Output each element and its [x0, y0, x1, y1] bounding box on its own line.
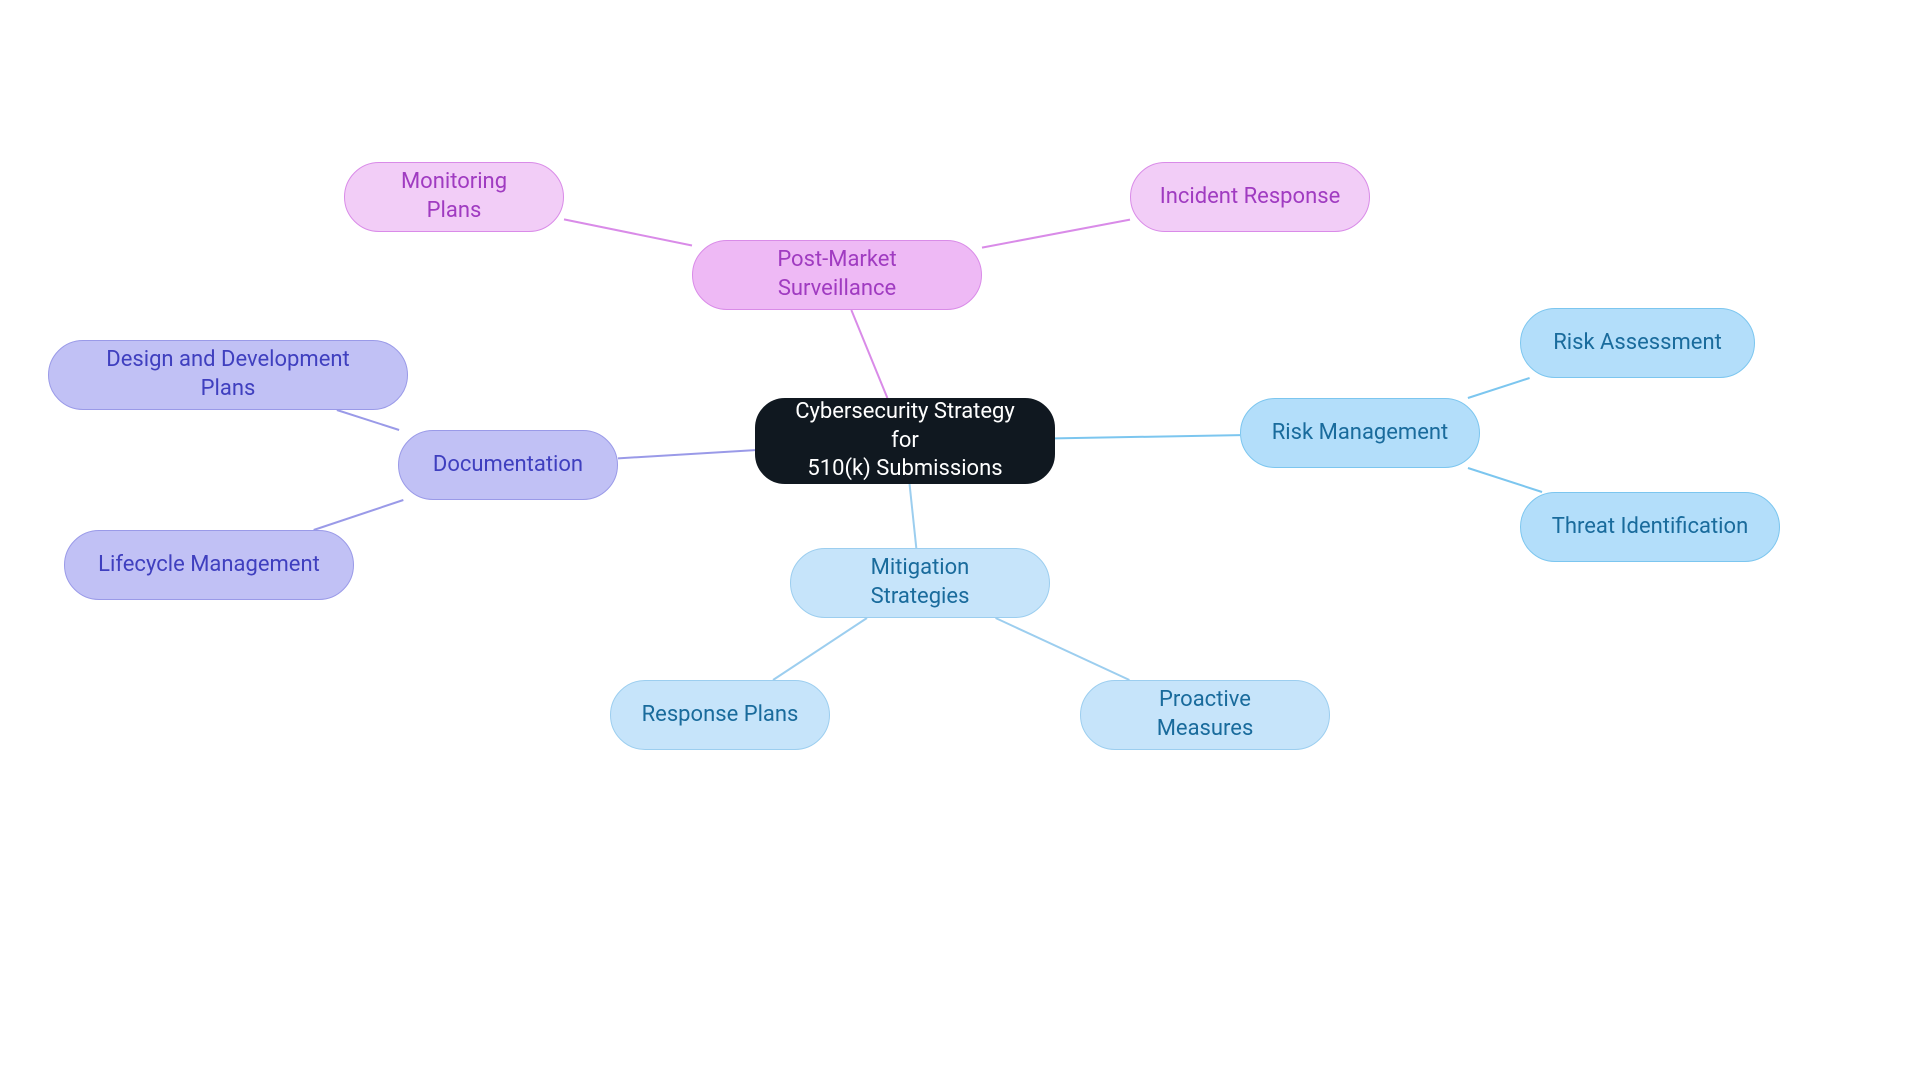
edge	[1468, 378, 1530, 398]
node-riskassess: Risk Assessment	[1520, 308, 1755, 378]
edge	[564, 219, 692, 245]
node-response: Response Plans	[610, 680, 830, 750]
node-label: Incident Response	[1160, 183, 1341, 212]
node-label: Risk Assessment	[1553, 329, 1722, 358]
node-center: Cybersecurity Strategy for510(k) Submiss…	[755, 398, 1055, 484]
node-postmarket: Post-Market Surveillance	[692, 240, 982, 310]
node-label: Cybersecurity Strategy for510(k) Submiss…	[784, 398, 1026, 484]
node-label: Mitigation Strategies	[819, 554, 1021, 611]
edge	[618, 450, 755, 458]
node-mitigation: Mitigation Strategies	[790, 548, 1050, 618]
edge	[1055, 435, 1240, 438]
edge	[1468, 468, 1542, 492]
node-lifecycle: Lifecycle Management	[64, 530, 354, 600]
node-label: Documentation	[433, 451, 583, 480]
node-label: Monitoring Plans	[373, 168, 535, 225]
node-label: Proactive Measures	[1109, 686, 1301, 743]
node-proactive: Proactive Measures	[1080, 680, 1330, 750]
node-documentation: Documentation	[398, 430, 618, 500]
node-label: Risk Management	[1272, 419, 1448, 448]
node-label: Post-Market Surveillance	[721, 246, 953, 303]
node-threat: Threat Identification	[1520, 492, 1780, 562]
node-design: Design and Development Plans	[48, 340, 408, 410]
edge	[851, 310, 887, 398]
edge	[337, 410, 399, 430]
node-monitoring: Monitoring Plans	[344, 162, 564, 232]
node-incident: Incident Response	[1130, 162, 1370, 232]
node-label: Threat Identification	[1552, 513, 1748, 542]
edge	[910, 484, 917, 548]
node-label: Design and Development Plans	[77, 346, 379, 403]
edge	[773, 618, 867, 680]
node-label: Lifecycle Management	[98, 551, 320, 580]
node-label: Response Plans	[642, 701, 799, 730]
edge	[982, 220, 1130, 248]
edge	[314, 500, 404, 530]
node-riskmgmt: Risk Management	[1240, 398, 1480, 468]
edge	[996, 618, 1130, 680]
